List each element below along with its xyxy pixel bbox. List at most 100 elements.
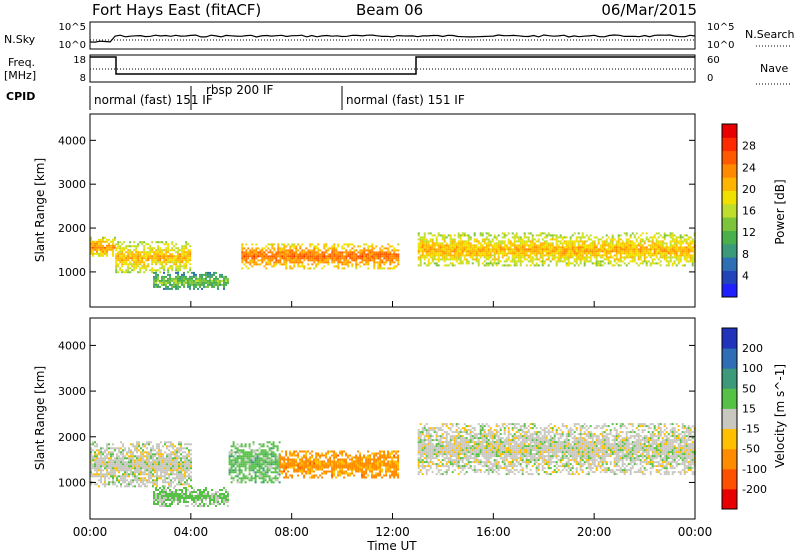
echo-cell [535, 252, 538, 255]
echo-cell [159, 255, 162, 258]
echo-cell [359, 452, 362, 455]
echo-cell [525, 258, 528, 261]
echo-cell [441, 244, 444, 247]
echo-cell [287, 462, 290, 465]
echo-cell [545, 252, 548, 255]
echo-cell [90, 457, 92, 460]
echo-cell [106, 248, 108, 251]
echo-cell [255, 261, 258, 264]
echo-cell [102, 453, 104, 456]
echo-cell [301, 249, 304, 252]
echo-cell [126, 461, 128, 464]
echo-cell [94, 483, 96, 486]
echo-cell [183, 501, 185, 503]
echo-cell [625, 252, 628, 255]
echo-cell [647, 254, 650, 257]
echo-cell [285, 472, 288, 475]
echo-cell [207, 285, 209, 288]
echo-cell [246, 477, 249, 480]
echo-cell [635, 232, 638, 235]
echo-cell [357, 466, 360, 469]
echo-cell [357, 468, 360, 471]
echo-cell [673, 242, 676, 245]
echo-cell [165, 249, 168, 252]
echo-cell [230, 481, 233, 484]
echo-cell [128, 457, 130, 460]
echo-cell [511, 254, 514, 257]
echo-cell [179, 275, 181, 278]
echo-cell [137, 271, 140, 274]
echo-cell [187, 281, 189, 284]
echo-cell [295, 245, 298, 248]
echo-cell [163, 255, 166, 258]
echo-cell [657, 252, 660, 255]
echo-cell [533, 250, 536, 253]
echo-cell [186, 457, 188, 460]
echo-cell [475, 258, 478, 261]
echo-cell [124, 471, 126, 474]
echo-cell [467, 234, 470, 237]
echo-cell [331, 249, 334, 252]
echo-cell [515, 254, 518, 257]
echo-cell [615, 252, 618, 255]
echo-cell [132, 485, 134, 488]
echo-cell [156, 485, 158, 488]
echo-cell [205, 275, 207, 278]
echo-cell [531, 242, 534, 245]
echo-cell [523, 234, 526, 237]
echo-cell [116, 479, 118, 482]
noise-scale-top-right: 10^5 [707, 22, 734, 33]
echo-cell [173, 263, 176, 266]
echo-cell [313, 259, 316, 262]
echo-cell [315, 466, 318, 469]
echo-cell [529, 242, 532, 245]
echo-cell [163, 249, 166, 252]
echo-cell [228, 473, 231, 476]
echo-cell [557, 248, 560, 251]
echo-cell [523, 236, 526, 239]
echo-cell [323, 460, 326, 463]
echo-cell [156, 461, 158, 464]
echo-cell [94, 463, 96, 466]
echo-cell [259, 249, 262, 252]
echo-cell [331, 462, 334, 465]
echo-cell [369, 460, 372, 463]
echo-cell [191, 275, 193, 278]
echo-cell [180, 473, 182, 476]
echo-cell [266, 467, 269, 470]
echo-cell [126, 471, 128, 474]
echo-cell [317, 454, 320, 457]
echo-cell [293, 468, 296, 471]
echo-cell [152, 469, 154, 472]
freq-label-bottom: [MHz] [4, 69, 36, 82]
echo-cell [541, 256, 544, 259]
echo-cell [102, 475, 104, 478]
echo-cell [425, 240, 428, 243]
echo-cell [163, 277, 165, 280]
echo-cell [321, 255, 324, 258]
echo-cell [545, 240, 548, 243]
echo-cell [178, 469, 180, 472]
echo-cell [238, 471, 241, 474]
echo-cell [117, 253, 120, 256]
echo-cell [349, 472, 352, 475]
echo-cell [567, 242, 570, 245]
echo-cell [355, 468, 358, 471]
echo-cell [154, 483, 156, 486]
echo-cell [227, 501, 229, 503]
echo-cell [234, 453, 237, 456]
echo-cell [485, 256, 488, 259]
echo-cell [467, 250, 470, 253]
echo-cell [369, 454, 372, 457]
echo-cell [173, 261, 176, 264]
echo-cell [451, 256, 454, 259]
echo-cell [373, 476, 376, 479]
echo-cell [677, 248, 680, 251]
echo-cell [577, 248, 580, 251]
echo-cell [639, 252, 642, 255]
echo-cell [169, 265, 172, 268]
echo-cell [373, 265, 376, 268]
echo-cell [145, 259, 148, 262]
echo-cell [551, 258, 554, 261]
site-title: Fort Hays East (fitACF) [92, 1, 261, 19]
